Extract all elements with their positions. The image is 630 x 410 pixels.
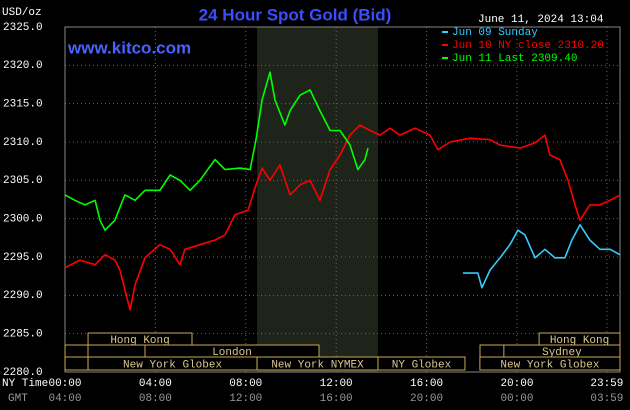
session-box <box>87 332 193 346</box>
session-box <box>64 356 89 371</box>
x-tick-label: 04:00 <box>139 378 172 390</box>
x-tick-label: 08:00 <box>229 378 262 390</box>
session-label: New York Globex <box>123 359 222 371</box>
session-box <box>64 344 89 358</box>
legend-label: Jun 11 Last 2309.40 <box>452 53 577 65</box>
y-tick-label: 2320.0 <box>3 60 43 72</box>
x2-tick-label: 12:00 <box>229 393 262 405</box>
x-tick-label: 23:59 <box>590 378 623 390</box>
price-line <box>64 71 369 231</box>
session-box <box>479 356 621 371</box>
timestamp: June 11, 2024 13:04 <box>478 14 604 26</box>
y-tick-label: 2280.0 <box>3 367 43 379</box>
y-tick-label: 2285.0 <box>3 329 43 341</box>
y-tick-label: 2300.0 <box>3 214 43 226</box>
x2-tick-label: 16:00 <box>320 393 353 405</box>
legend-label: Jun 10 NY close 2310.20 <box>452 40 604 52</box>
x-tick-label: 16:00 <box>410 378 443 390</box>
unit-label: USD/oz <box>2 7 42 19</box>
y-tick-label: 2310.0 <box>3 137 43 149</box>
price-line <box>64 124 621 311</box>
session-shade <box>257 27 378 372</box>
x2-tick-label: 20:00 <box>410 393 443 405</box>
session-label: New York Globex <box>500 359 599 371</box>
y-tick-label: 2325.0 <box>3 22 43 34</box>
x2-tick-label: 04:00 <box>48 393 81 405</box>
x2-tick-label: 08:00 <box>139 393 172 405</box>
session-label: London <box>212 347 252 359</box>
y-tick-label: 2290.0 <box>3 290 43 302</box>
session-label: Hong Kong <box>550 335 609 347</box>
price-line <box>462 224 621 289</box>
session-box <box>479 344 505 358</box>
x-tick-label: 00:00 <box>48 378 81 390</box>
session-label: New York NYMEX <box>271 359 364 371</box>
plot-frame <box>64 26 621 373</box>
session-label: Sydney <box>542 347 582 359</box>
y-tick-label: 2295.0 <box>3 252 43 264</box>
y-tick-label: 2305.0 <box>3 175 43 187</box>
x-tick-label: 12:00 <box>320 378 353 390</box>
watermark: www.kitco.com <box>67 38 191 57</box>
session-label: Hong Kong <box>110 335 169 347</box>
x2-tick-label: 03:59 <box>590 393 623 405</box>
y-tick-label: 2315.0 <box>3 99 43 111</box>
chart-title: 24 Hour Spot Gold (Bid) <box>199 5 392 24</box>
x2-axis-label: GMT <box>8 393 28 405</box>
session-label: NY Globex <box>392 359 452 371</box>
x2-tick-label: 00:00 <box>500 393 533 405</box>
session-box <box>377 356 466 371</box>
legend-label: Jun 09 Sunday <box>452 27 538 39</box>
x-axis-label: NY Time <box>2 378 48 390</box>
x-tick-label: 20:00 <box>500 378 533 390</box>
